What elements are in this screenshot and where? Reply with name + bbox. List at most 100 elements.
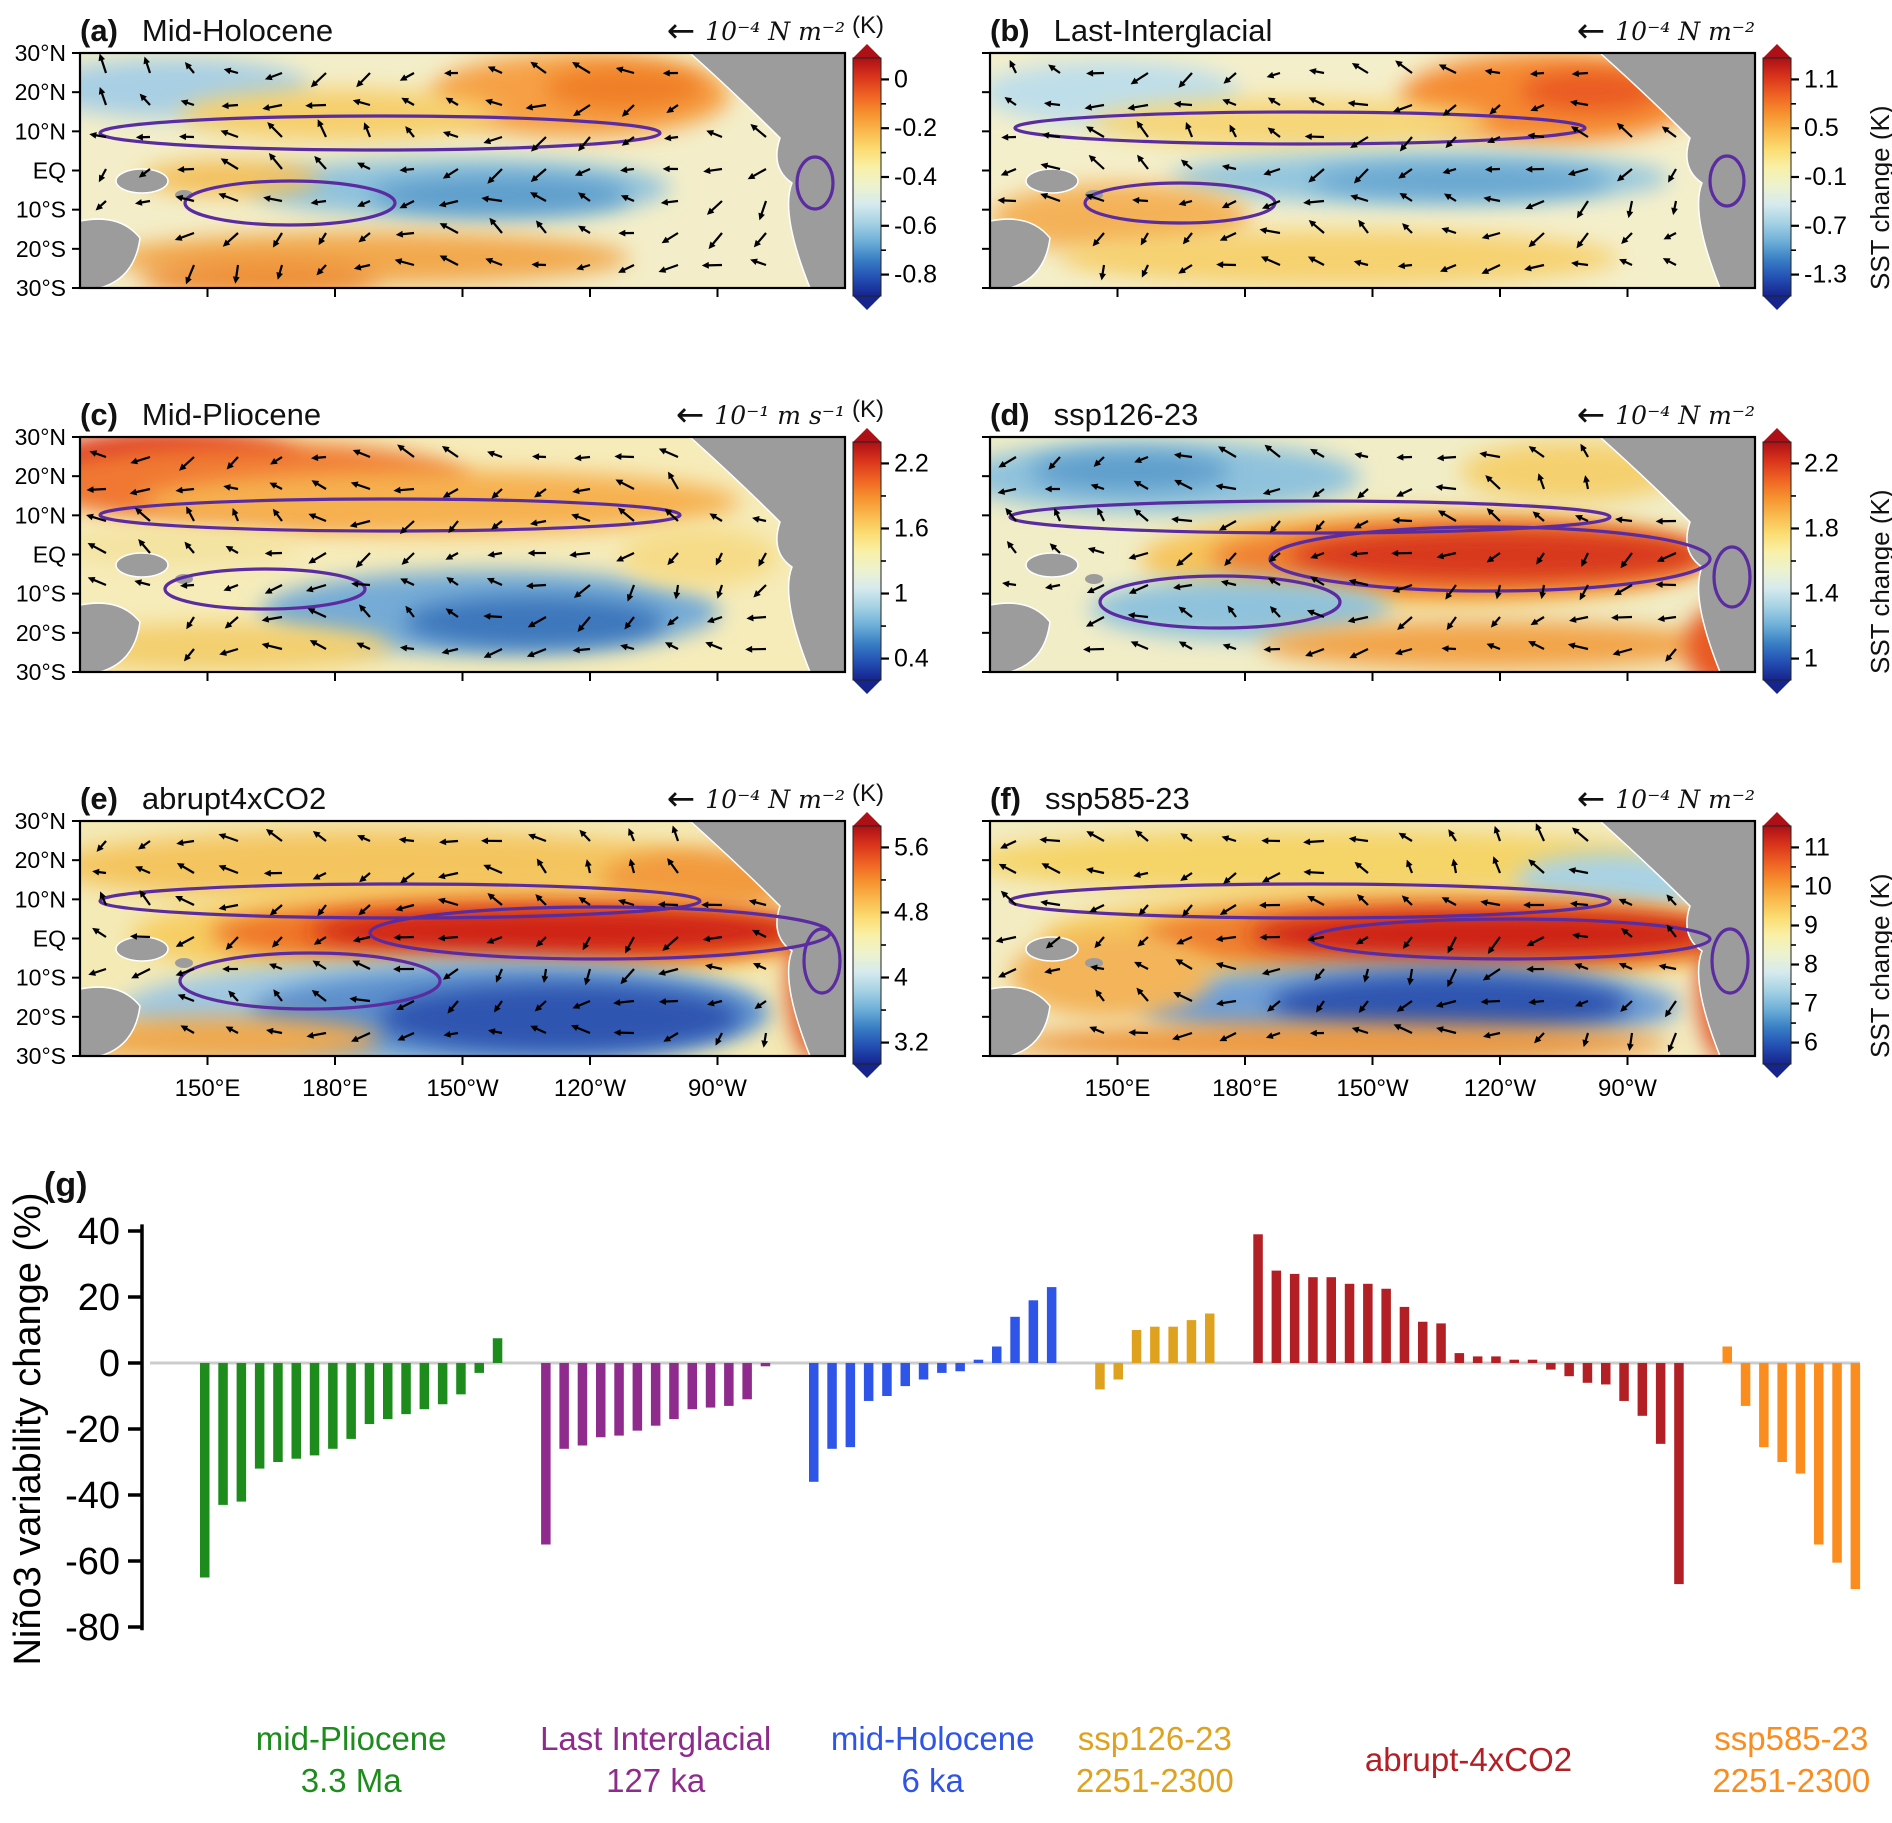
y-tick-label: -60 bbox=[65, 1541, 120, 1583]
colorbar-tick-label: 2.2 bbox=[894, 449, 929, 477]
bar bbox=[383, 1363, 393, 1420]
bar bbox=[632, 1363, 643, 1431]
land-layer bbox=[80, 821, 845, 1056]
bar bbox=[309, 1363, 320, 1456]
map-f: 150°E 180°E 150°W 120°W 90°W bbox=[982, 819, 1757, 1102]
nino3-bar-chart: 40 20 0 -20 -40 -60 -80 Niño3 variability chang… bbox=[7, 1192, 1870, 1799]
bar bbox=[650, 1363, 661, 1426]
bar bbox=[437, 1363, 448, 1405]
bar-group-abrupt-4xco2: abrupt-4xCO2 bbox=[1253, 1234, 1684, 1778]
bar bbox=[1168, 1326, 1178, 1363]
bar bbox=[1509, 1359, 1519, 1363]
bar bbox=[1722, 1346, 1732, 1363]
wind-scale-label: 10⁻⁴ N m⁻² bbox=[705, 16, 845, 46]
colorbar-ticks: 1.1 0.5 -0.1 -0.7 -1.3 bbox=[1791, 65, 1847, 289]
panel-header: (e) abrupt4xCO2 ← 10⁻⁴ N m⁻² bbox=[80, 778, 845, 820]
group-label-name: ssp585-23 bbox=[1714, 1720, 1868, 1757]
group-label-era: 127 ka bbox=[606, 1762, 706, 1799]
map-ytick-label: EQ bbox=[33, 926, 66, 952]
bar bbox=[236, 1363, 247, 1502]
wind-arrows-layer bbox=[88, 825, 769, 1048]
bar bbox=[1795, 1363, 1806, 1474]
map-xtick-label: 180°E bbox=[302, 1075, 368, 1102]
bar bbox=[1289, 1273, 1300, 1363]
y-tick-label: 0 bbox=[99, 1343, 120, 1385]
bar bbox=[1381, 1288, 1391, 1363]
bar bbox=[992, 1346, 1002, 1363]
bar bbox=[1113, 1363, 1123, 1380]
map-ytick-label: 10°N bbox=[15, 886, 66, 912]
bar bbox=[1205, 1313, 1215, 1363]
map-ytick-label: 10°S bbox=[16, 197, 66, 223]
colorbar-tick-label: 1.6 bbox=[894, 514, 929, 542]
bar bbox=[1564, 1363, 1574, 1377]
map-ytick-label: 20°S bbox=[16, 236, 66, 262]
map-panel-b: (b) Last-Interglacial ← 10⁻⁴ N m⁻² 1.1 0.5 -0.… bbox=[982, 10, 1892, 394]
map-axis-ticks: 150°E 180°E 150°W 120°W 90°W bbox=[982, 820, 1657, 1102]
map-ytick-label: 30°N bbox=[15, 424, 66, 450]
y-tick-label: -80 bbox=[65, 1607, 120, 1649]
bar bbox=[973, 1359, 984, 1363]
map-panel-f: (f) ssp585-23 ← 10⁻⁴ N m⁻² 150°E 180°E 150°W 12… bbox=[982, 778, 1892, 1162]
reference-arrow-icon: ← bbox=[1576, 779, 1606, 819]
panel-header: (a) Mid-Holocene ← 10⁻⁴ N m⁻² bbox=[80, 10, 845, 52]
panel-label: (f) bbox=[990, 781, 1021, 816]
bar bbox=[809, 1363, 819, 1482]
reference-arrow-icon: ← bbox=[1576, 395, 1606, 435]
bar bbox=[1655, 1363, 1666, 1444]
map-axis-ticks: 30°N 20°N 10°N EQ 10°S 20°S 30°S 150°E 180°E 150°… bbox=[15, 808, 748, 1102]
map-axis-ticks bbox=[982, 52, 1629, 297]
sst-field-layer bbox=[80, 437, 845, 672]
map-xtick-label: 120°W bbox=[554, 1075, 627, 1102]
colorbar-ticks: 11 10 9 8 7 6 bbox=[1791, 833, 1832, 1057]
map-b bbox=[982, 51, 1757, 297]
bar bbox=[1527, 1359, 1538, 1363]
bar bbox=[845, 1363, 856, 1448]
colorbar-b: 1.1 0.5 -0.1 -0.7 -1.3 bbox=[1762, 44, 1847, 310]
bar bbox=[669, 1363, 679, 1420]
bar bbox=[218, 1363, 228, 1505]
colorbar-tick-label: 11 bbox=[1804, 833, 1830, 861]
map-ytick-label: 10°S bbox=[16, 581, 66, 607]
bar bbox=[1832, 1363, 1842, 1563]
land-layer bbox=[990, 437, 1755, 672]
chart-panel-label: (g) bbox=[44, 1166, 88, 1204]
bar bbox=[1472, 1356, 1483, 1363]
wind-scale-label: 10⁻⁴ N m⁻² bbox=[1615, 400, 1755, 430]
bar bbox=[1150, 1326, 1160, 1363]
map-axis-ticks: 30°N 20°N 10°N EQ 10°S 20°S 30°S bbox=[15, 424, 719, 685]
y-tick-label: 20 bbox=[78, 1277, 120, 1319]
bar bbox=[1344, 1283, 1355, 1363]
panel-title: Mid-Pliocene bbox=[141, 397, 322, 432]
map-xtick-label: 150°W bbox=[1336, 1075, 1409, 1102]
panel-header: (d) ssp126-23 ← 10⁻⁴ N m⁻² bbox=[990, 394, 1755, 436]
contour-layer bbox=[1008, 499, 1752, 630]
bar bbox=[760, 1363, 771, 1367]
bar bbox=[200, 1363, 210, 1578]
bar bbox=[291, 1363, 301, 1459]
colorbar-tick-label: 0 bbox=[894, 65, 908, 93]
colorbar-tick-label: -0.7 bbox=[1804, 212, 1847, 240]
bar bbox=[955, 1363, 965, 1372]
wind-scale-reference: ← 10⁻⁴ N m⁻² bbox=[1576, 779, 1755, 819]
y-tick-label: 40 bbox=[78, 1211, 120, 1253]
bar bbox=[1028, 1300, 1039, 1363]
wind-scale-reference: ← 10⁻⁴ N m⁻² bbox=[667, 782, 845, 816]
bar bbox=[1363, 1283, 1373, 1363]
colorbar-e: 5.6 4.8 4 3.2 bbox=[852, 812, 929, 1078]
bar bbox=[559, 1363, 569, 1449]
y-axis: 40 20 0 -20 -40 -60 -80 bbox=[65, 1211, 144, 1649]
bar bbox=[1308, 1277, 1318, 1363]
bar bbox=[1046, 1287, 1057, 1363]
group-label-era: 6 ka bbox=[902, 1762, 965, 1799]
map-panel-c: (c) Mid-Pliocene ← 10⁻¹ m s⁻¹ 30°N 20°N 10°N EQ… bbox=[15, 394, 975, 778]
panel-title: ssp126-23 bbox=[1053, 397, 1199, 432]
contour-layer bbox=[98, 114, 835, 227]
bar bbox=[1326, 1277, 1336, 1363]
colorbar-unit-label: (K) bbox=[852, 396, 884, 423]
panel-title: ssp585-23 bbox=[1044, 781, 1190, 816]
contour-layer bbox=[98, 497, 682, 611]
colorbar-tick-label: 3.2 bbox=[894, 1029, 929, 1057]
map-ytick-label: 20°S bbox=[16, 620, 66, 646]
bar-group-mid-pliocene: mid-Pliocene 3.3 Ma bbox=[200, 1338, 503, 1799]
